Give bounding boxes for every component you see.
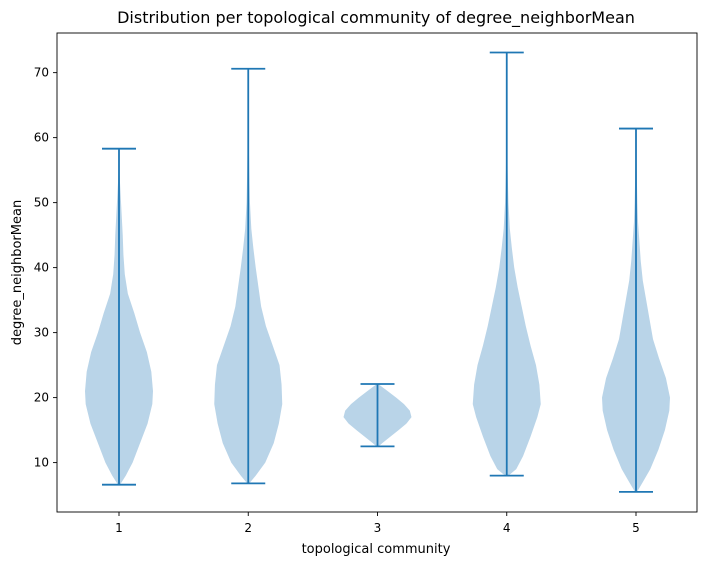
chart-title: Distribution per topological community o… [117,8,635,28]
y-tick-label-40: 40 [34,261,49,275]
y-tick-label-70: 70 [34,66,49,80]
x-tick-label-4: 4 [503,521,511,535]
x-axis-label: topological community [302,542,451,557]
y-tick-label-50: 50 [34,196,49,210]
x-tick-label-1: 1 [115,521,123,535]
y-tick-label-10: 10 [34,456,49,470]
violin-5 [602,127,670,493]
violin-4 [472,51,541,477]
y-axis-label: degree_neighborMean [10,200,25,345]
violin-3 [343,383,412,448]
violins-layer [85,51,670,493]
y-tick-label-20: 20 [34,391,49,405]
x-tick-label-5: 5 [632,521,640,535]
x-tick-label-3: 3 [374,521,382,535]
y-tick-label-60: 60 [34,131,49,145]
violin-1 [85,147,153,486]
x-axis: 1 2 3 4 5 [115,512,640,535]
y-tick-label-30: 30 [34,326,49,340]
plot-frame [56,32,698,513]
x-tick-label-2: 2 [244,521,252,535]
violin-2 [214,67,283,485]
y-axis: 10 20 30 40 50 60 70 [34,66,57,470]
